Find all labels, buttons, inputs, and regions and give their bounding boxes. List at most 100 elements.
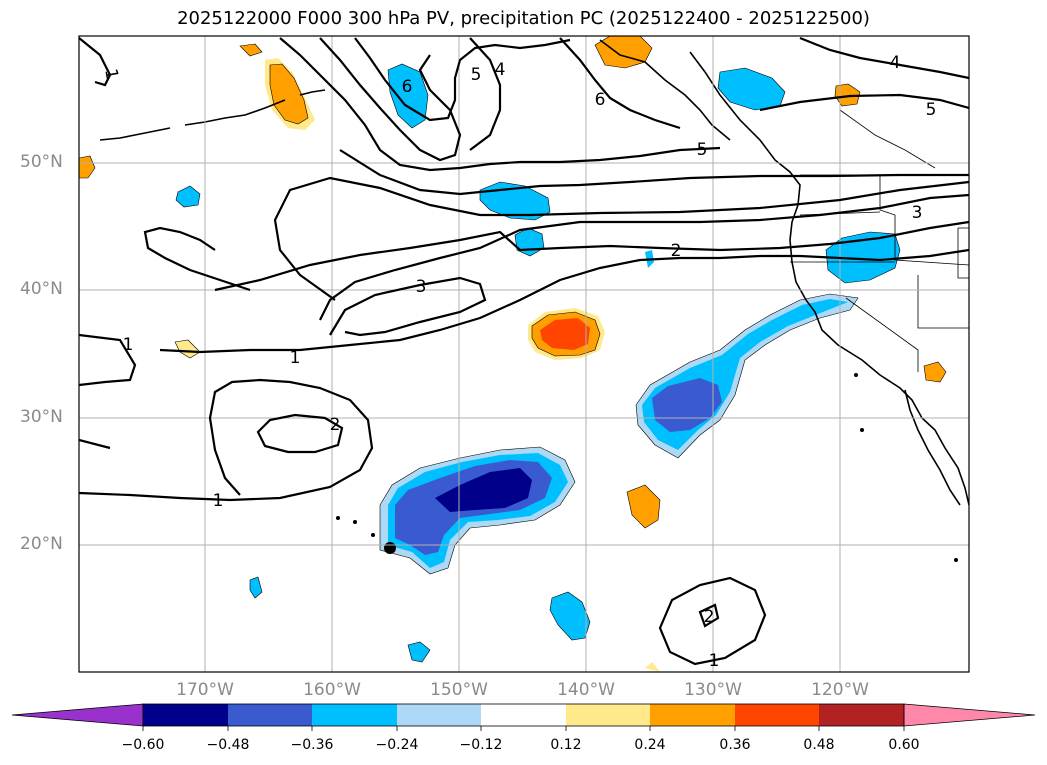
colorbar xyxy=(11,703,1036,731)
colorbar-tick-label: 0.12 xyxy=(550,737,582,753)
pv-label: 4 xyxy=(495,60,506,80)
colorbar-bin xyxy=(397,704,481,726)
pv-contour-2-closed xyxy=(256,413,344,454)
pv-contour-2-main xyxy=(214,220,969,292)
pv-label: 1 xyxy=(709,651,720,671)
colorbar-tick-label: −0.12 xyxy=(459,737,503,753)
pv-contour-1-bottom-closed xyxy=(658,576,767,666)
colorbar-tick-label: 0.24 xyxy=(634,737,666,753)
pv-label: 2 xyxy=(671,241,682,261)
colorbar-tick-label: 0.60 xyxy=(888,737,920,753)
hawaii-island xyxy=(384,542,396,554)
precip-pos-blob-ne xyxy=(834,83,861,107)
pv-label: 1 xyxy=(213,491,224,511)
pv-contour-4-main xyxy=(273,176,969,301)
lat-tick-label: 30°N xyxy=(20,407,63,427)
pv-contour-3-main xyxy=(319,193,969,321)
pv-label: 1 xyxy=(100,67,122,81)
map-title: 2025122000 F000 300 hPa PV, precipitatio… xyxy=(177,8,870,29)
pv-contour-6-ne xyxy=(559,37,681,130)
colorbar-tick-label: −0.48 xyxy=(206,737,250,753)
pv-label: 2 xyxy=(704,607,715,627)
channel-islands-2 xyxy=(860,428,864,432)
canada-interior xyxy=(839,109,936,169)
colorbar-bin xyxy=(143,704,228,726)
precip-shading xyxy=(79,36,947,672)
pv-contour-1-northwest xyxy=(143,226,251,292)
pv-contour-5-north xyxy=(319,37,462,162)
pv-labels: 1 1 1 1 1 2 2 2 3 3 4 4 5 5 5 6 6 xyxy=(100,53,936,671)
precip-pos-blob-25n xyxy=(626,484,661,529)
pv-contour-3-closed xyxy=(329,276,487,337)
colorbar-bin xyxy=(566,704,650,726)
lat-tick-label: 40°N xyxy=(20,279,63,299)
precip-pos-blob-w xyxy=(79,155,96,179)
pv-label: 6 xyxy=(402,77,413,97)
pv-label: 5 xyxy=(471,65,482,85)
precip-blob-48n xyxy=(479,181,551,221)
pv-label: 5 xyxy=(926,100,937,120)
precip-pos-blob-32n-red xyxy=(540,318,590,350)
pv-contour-1-west xyxy=(79,333,137,387)
colorbar-bin xyxy=(650,704,735,726)
pv-contour-1-main xyxy=(79,248,969,450)
pv-contour-5-main xyxy=(339,149,969,196)
pv-contour-5-ne xyxy=(469,37,502,151)
pv-contour-4-ne xyxy=(799,36,969,80)
precip-blob-small-2 xyxy=(549,591,591,641)
state-border-4 xyxy=(845,297,919,372)
pv-contour-2-bottom xyxy=(698,603,720,628)
colorbar-tick-label: −0.36 xyxy=(290,737,334,753)
pv-contour-4-north xyxy=(279,37,721,172)
colorbar-bin xyxy=(228,704,312,726)
colorbar-bin xyxy=(819,704,904,726)
colorbar-tick-label: −0.60 xyxy=(121,737,165,753)
colorbar-outline xyxy=(142,703,905,727)
lat-tick-label: 50°N xyxy=(20,152,63,172)
coastlines xyxy=(99,39,969,506)
precip-pos-blob-35n xyxy=(174,339,201,359)
hawaii-island-small-2 xyxy=(353,520,357,524)
channel-islands-1 xyxy=(854,373,858,377)
lon-tick-label: 160°W xyxy=(303,680,361,700)
colorbar-bin xyxy=(735,704,819,726)
pv-label: 3 xyxy=(416,277,427,297)
precip-blob-small-4 xyxy=(407,641,431,663)
colorbar-bin xyxy=(312,704,397,726)
pv-label: 1 xyxy=(290,348,301,368)
pv-contour-6-north xyxy=(354,37,571,122)
colorbar-tick-label: 0.36 xyxy=(719,737,751,753)
alaska-panhandle xyxy=(599,39,731,141)
state-border-6 xyxy=(957,227,969,279)
hawaii-island-small-1 xyxy=(371,533,375,537)
precip-blob-small-1 xyxy=(175,185,201,208)
lon-tick-label: 140°W xyxy=(557,680,615,700)
aleutians-2 xyxy=(184,99,286,126)
lon-tick-label: 120°W xyxy=(811,680,869,700)
colorbar-tick-label: −0.24 xyxy=(375,737,419,753)
precip-blob-45n xyxy=(514,227,545,257)
precip-pos-blob-bottom xyxy=(645,662,660,672)
pv-label: 5 xyxy=(697,140,708,160)
pv-label: 6 xyxy=(595,90,606,110)
map-frame xyxy=(78,35,970,673)
pv-contour-1-upper xyxy=(79,37,112,87)
lon-tick-label: 150°W xyxy=(430,680,488,700)
pv-label: 1 xyxy=(123,335,134,355)
pv-contours xyxy=(79,36,969,666)
colorbar-bin xyxy=(481,704,566,726)
pv-contour-5-east xyxy=(759,93,969,112)
lon-tick-label: 130°W xyxy=(684,680,742,700)
gridlines xyxy=(79,36,969,672)
guadalupe-island xyxy=(954,558,958,562)
pv-label: 4 xyxy=(890,53,901,73)
precip-pos-blob-north-orange xyxy=(269,63,309,125)
north-america-coast xyxy=(689,51,969,506)
precip-blob-ne-cyan xyxy=(717,67,786,111)
lon-tick-label: 170°W xyxy=(176,680,234,700)
plot-area: 1 1 1 1 1 2 2 2 3 3 4 4 5 5 5 6 6 xyxy=(79,36,969,672)
aleutians-1 xyxy=(99,127,171,141)
colorbar-under-arrow xyxy=(11,703,144,727)
pv-contour-1-south xyxy=(79,378,374,502)
